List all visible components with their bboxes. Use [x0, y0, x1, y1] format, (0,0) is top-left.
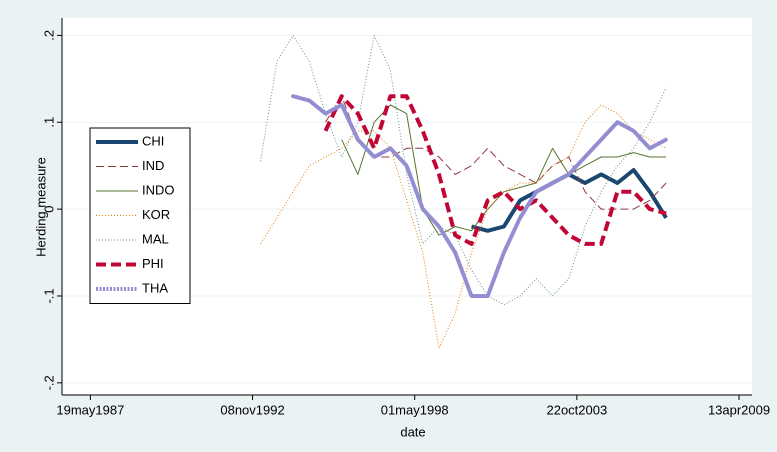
- y-tick-label: .1: [41, 117, 56, 128]
- series-line: [260, 104, 667, 349]
- y-tick-label: -.1: [41, 288, 56, 303]
- legend: CHI IND INDO KOR MAL PHI THA: [89, 127, 191, 304]
- x-tick-label: 22oct2003: [546, 402, 607, 417]
- series-line: [260, 34, 667, 306]
- legend-label: INDO: [142, 182, 175, 197]
- legend-label: THA: [142, 280, 168, 295]
- legend-label: MAL: [142, 231, 169, 246]
- x-axis-title: date: [400, 424, 425, 439]
- x-tick-label: 19may1987: [56, 402, 124, 417]
- legend-label: CHI: [142, 133, 164, 148]
- legend-label: IND: [142, 158, 164, 173]
- y-tick-label: .2: [41, 30, 56, 41]
- x-tick-label: 13apr2009: [708, 402, 770, 417]
- series-line: [325, 95, 667, 210]
- series-line: [291, 94, 669, 298]
- x-tick-label: 08nov1992: [220, 402, 284, 417]
- legend-label: PHI: [142, 256, 164, 271]
- y-tick-label: 0: [41, 205, 56, 212]
- legend-label: KOR: [142, 207, 170, 222]
- y-axis-title: Herding measure: [33, 157, 48, 257]
- legend-box: [89, 127, 191, 304]
- series-line: [323, 94, 667, 246]
- y-tick-label: -.2: [41, 375, 56, 390]
- x-tick-label: 01may1998: [381, 402, 449, 417]
